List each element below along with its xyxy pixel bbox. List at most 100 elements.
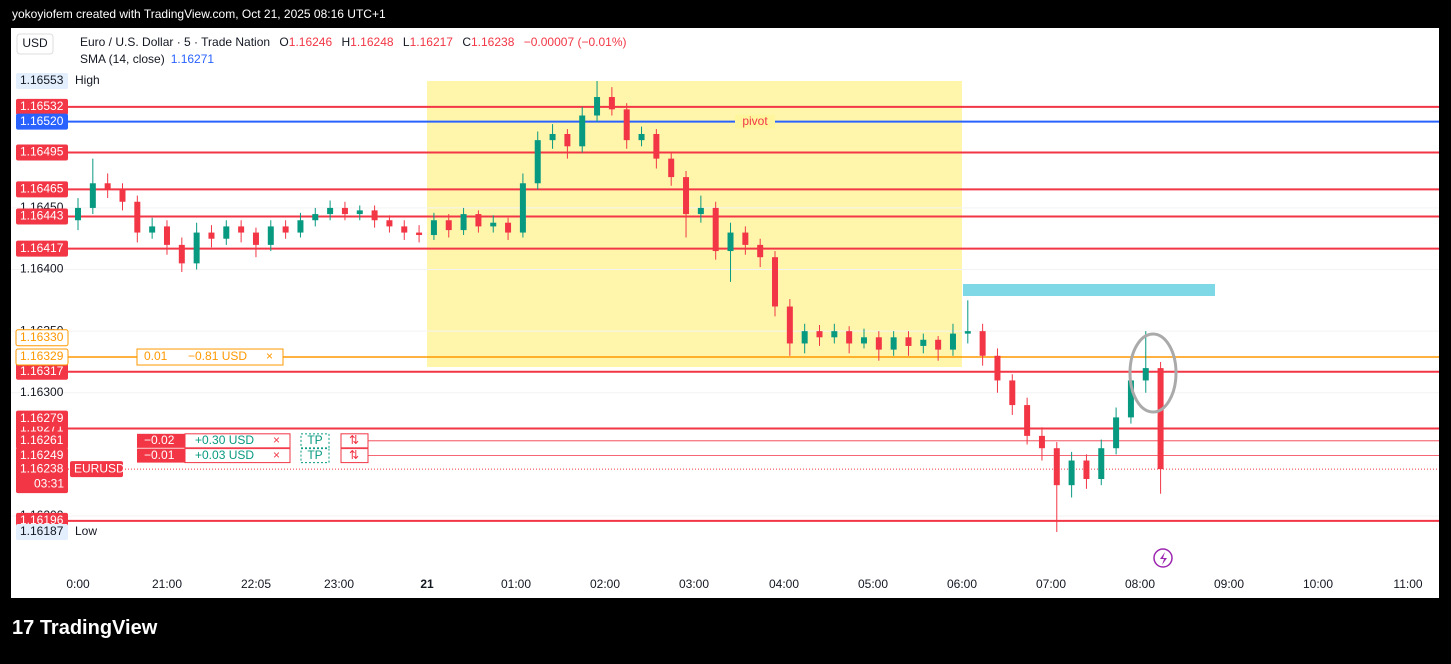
position-qty: 0.01 <box>144 349 168 363</box>
zone-box <box>963 284 1215 296</box>
candle-body <box>534 140 541 184</box>
reverse-icon[interactable]: ⇅ <box>349 433 359 447</box>
pivot-text: pivot <box>742 114 768 128</box>
order-qty-bg[interactable] <box>137 448 185 463</box>
candle-body <box>519 183 526 233</box>
candle-body <box>297 220 304 233</box>
countdown: 03:31 <box>34 476 64 490</box>
candle-body <box>594 97 601 116</box>
l-label: L <box>403 35 410 49</box>
last-price: 1.16238 <box>20 461 64 475</box>
reverse-button[interactable] <box>340 448 369 464</box>
candle-body <box>312 214 319 221</box>
candle-body <box>1142 368 1149 381</box>
price-badge-label: 1.16261 <box>20 433 64 447</box>
x-tick-label: 02:00 <box>590 577 620 591</box>
x-tick-label: 11:00 <box>1393 577 1422 591</box>
position-panel[interactable] <box>136 348 284 366</box>
x-tick-label: 03:00 <box>679 577 709 591</box>
order-qty: −0.02 <box>144 433 175 447</box>
price-badge-label: 1.16279 <box>20 411 64 425</box>
candle-body <box>327 207 334 215</box>
candle-body <box>75 207 81 221</box>
price-badge-label: 1.16329 <box>20 349 64 363</box>
candle-body <box>1053 448 1060 486</box>
x-tick-label: 07:00 <box>1036 577 1066 591</box>
candle-body <box>1098 448 1105 480</box>
order-qty-bg[interactable] <box>137 433 185 448</box>
sma-legend: SMA (14, close) 1.16271 <box>80 52 214 66</box>
candle-body <box>252 232 259 245</box>
x-tick-label: 05:00 <box>858 577 888 591</box>
order-qty: −0.01 <box>144 448 175 462</box>
price-badge-label: 1.16495 <box>20 145 64 159</box>
alert-icon[interactable] <box>1153 548 1173 568</box>
x-tick-label: 01:00 <box>501 577 531 591</box>
x-tick-label: 23:00 <box>324 577 354 591</box>
candle-body <box>223 226 230 239</box>
position-pnl: −0.81 USD <box>188 349 247 363</box>
candle-body <box>119 189 126 202</box>
candle-body <box>1157 368 1164 470</box>
candle-body <box>712 207 719 252</box>
tp-button[interactable] <box>300 433 330 449</box>
tp-button[interactable] <box>300 448 330 464</box>
alert-bolt <box>1160 552 1167 565</box>
x-tick-label: 0:00 <box>66 577 90 591</box>
tp-label: TP <box>307 433 322 447</box>
currency[interactable]: USD <box>22 36 48 50</box>
candle-body <box>683 177 690 215</box>
x-tick-label: 10:00 <box>1303 577 1333 591</box>
symbol-legend: Euro / U.S. Dollar · 5 · Trade Nation O1… <box>80 35 626 49</box>
o-label: O <box>279 35 288 49</box>
x-tick-label: 06:00 <box>947 577 977 591</box>
price-badge <box>16 73 68 89</box>
price-badge-label: 1.16330 <box>20 330 64 344</box>
order-pnl: +0.03 USD <box>195 448 254 462</box>
circle-annotation <box>1128 332 1178 414</box>
candle-body <box>727 232 734 252</box>
candle-body <box>416 232 423 236</box>
reverse-button[interactable] <box>340 433 369 449</box>
candle-body <box>193 232 200 264</box>
close-icon[interactable]: × <box>266 349 273 363</box>
currency-button[interactable] <box>16 33 54 55</box>
order-pnl-bg[interactable] <box>184 433 291 449</box>
candle-body <box>564 133 571 147</box>
price-badge <box>16 524 68 540</box>
h: 1.16248 <box>350 35 394 49</box>
highlight-box <box>427 81 962 367</box>
candle-body <box>386 220 393 227</box>
candle-body <box>1083 460 1090 480</box>
candle-body <box>816 331 823 338</box>
candle-body <box>267 226 274 245</box>
y-tick-label: 1.16300 <box>20 385 64 399</box>
y-tick-label: 1.16400 <box>20 262 64 276</box>
close-icon[interactable]: × <box>273 448 280 462</box>
change: −0.00007 (−0.01%) <box>524 35 627 49</box>
h-label: H <box>342 35 351 49</box>
candle-body <box>579 115 586 147</box>
pivot-label-bg <box>735 114 775 129</box>
price-badge <box>16 181 68 198</box>
candle-body <box>282 226 289 233</box>
candle-body <box>1068 460 1075 486</box>
candle-body <box>772 257 779 307</box>
candle-body <box>134 201 141 233</box>
price-badge-label: 1.16465 <box>20 182 64 196</box>
price-badge <box>16 432 68 449</box>
candle-body <box>964 331 971 334</box>
order-pnl-bg[interactable] <box>184 448 291 464</box>
close-icon[interactable]: × <box>273 433 280 447</box>
candle-body <box>860 337 867 344</box>
candle-body <box>935 339 942 350</box>
candle-body <box>1127 380 1134 418</box>
l: 1.16217 <box>410 35 454 49</box>
reverse-icon[interactable]: ⇅ <box>349 448 359 462</box>
price-badge <box>16 98 68 115</box>
logo: 17 TradingView <box>12 617 158 639</box>
sma-label: SMA (14, close) <box>80 52 165 66</box>
price-badge <box>16 113 68 130</box>
candle-body <box>505 222 512 233</box>
order-pnl: +0.30 USD <box>195 433 254 447</box>
